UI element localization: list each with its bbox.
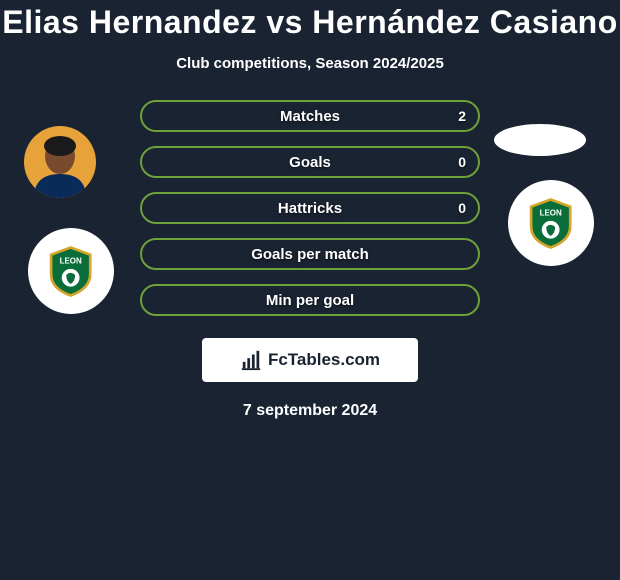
subtitle: Club competitions, Season 2024/2025 xyxy=(0,55,620,72)
stat-label: Min per goal xyxy=(266,292,354,309)
leon-shield-icon: LEON xyxy=(524,196,577,249)
branding-badge: FcTables.com xyxy=(202,338,418,382)
svg-text:LEON: LEON xyxy=(540,209,562,218)
leon-shield-icon: LEON xyxy=(44,244,97,297)
svg-text:LEON: LEON xyxy=(60,257,82,266)
stat-right-value: 2 xyxy=(458,108,466,124)
stat-row: Min per goal xyxy=(140,284,480,316)
page-title: Elias Hernandez vs Hernández Casiano xyxy=(0,4,620,41)
team-logo-left: LEON xyxy=(28,228,114,314)
date-label: 7 september 2024 xyxy=(0,402,620,420)
stats-list: Matches 2 Goals 0 Hattricks 0 Goals per … xyxy=(140,100,480,316)
stat-row: Matches 2 xyxy=(140,100,480,132)
stat-right-value: 0 xyxy=(458,200,466,216)
comparison-card: Elias Hernandez vs Hernández Casiano Clu… xyxy=(0,0,620,580)
stat-label: Hattricks xyxy=(278,200,342,217)
stat-row: Hattricks 0 xyxy=(140,192,480,224)
stat-row: Goals 0 xyxy=(140,146,480,178)
player-right-avatar xyxy=(494,124,586,156)
stat-label: Matches xyxy=(280,108,340,125)
stat-label: Goals xyxy=(289,154,331,171)
player-left-avatar xyxy=(24,126,96,198)
stat-label: Goals per match xyxy=(251,246,369,263)
avatar-photo-icon xyxy=(24,126,96,198)
team-logo-right: LEON xyxy=(508,180,594,266)
branding-text: FcTables.com xyxy=(268,350,380,370)
stat-right-value: 0 xyxy=(458,154,466,170)
chart-icon xyxy=(240,349,262,371)
stat-row: Goals per match xyxy=(140,238,480,270)
